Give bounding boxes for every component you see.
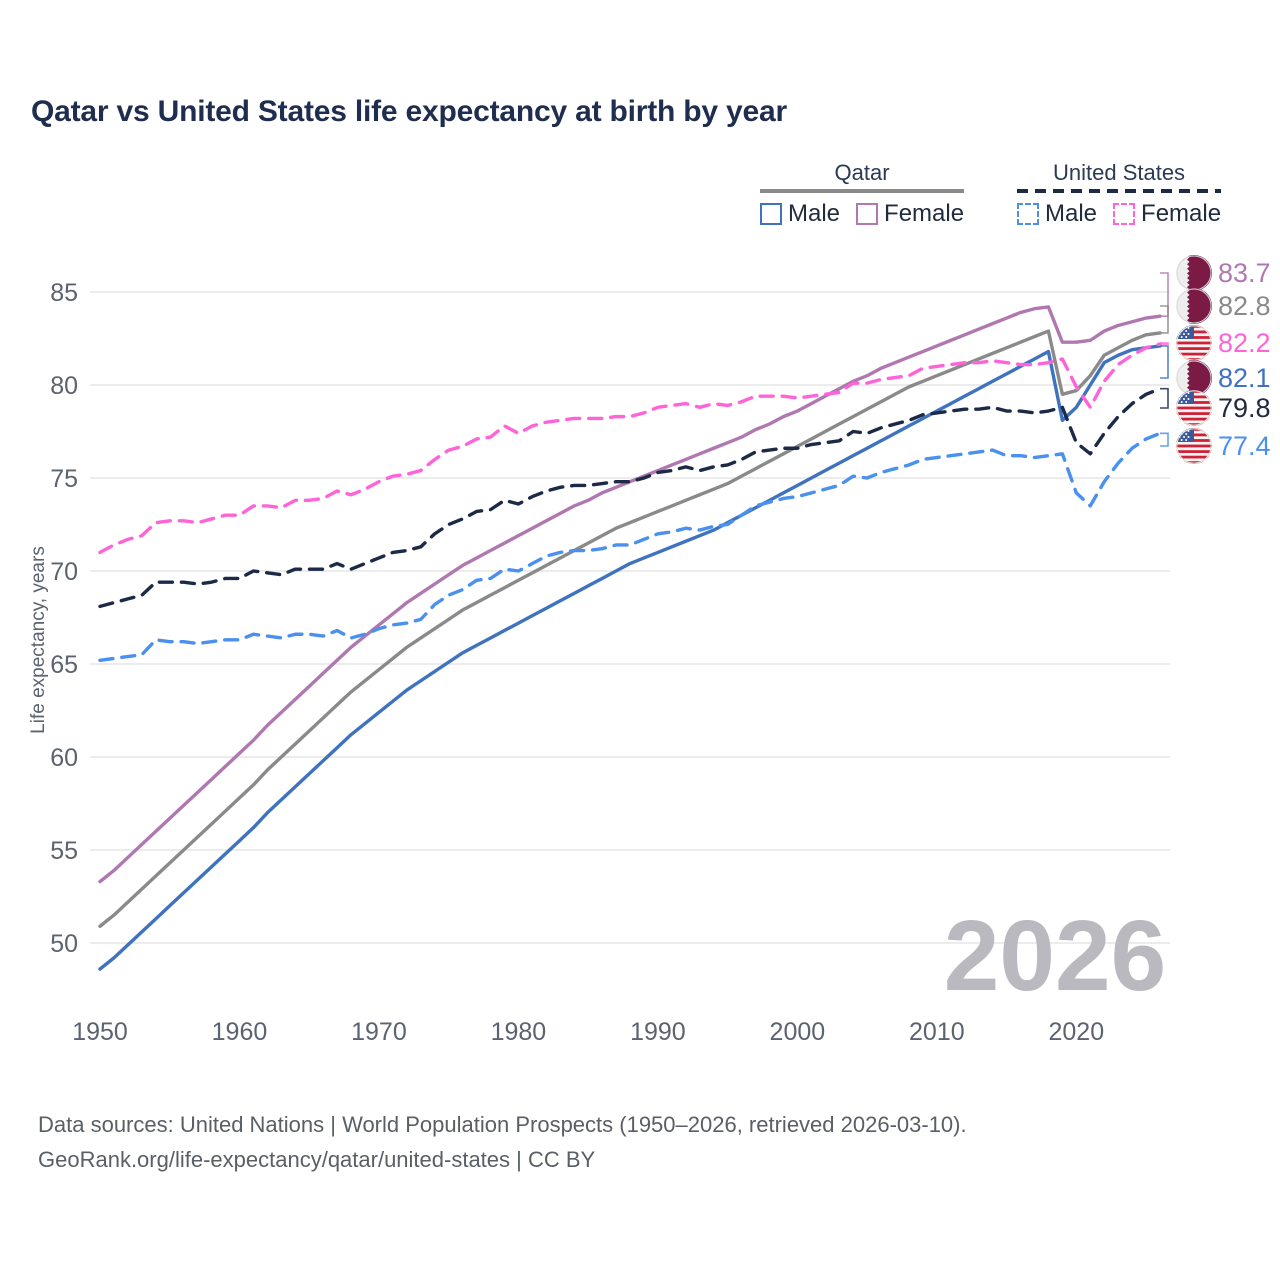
x-tick-label: 2020 <box>1049 1018 1105 1046</box>
end-label-value: 82.2 <box>1218 327 1271 358</box>
qatar-flag-icon <box>1176 288 1212 324</box>
end-label-connector <box>1160 387 1169 409</box>
square-outline-icon <box>760 203 782 225</box>
y-tick-label: 60 <box>50 744 78 772</box>
qatar-flag-icon <box>1176 288 1212 324</box>
chart-footer: Data sources: United Nations | World Pop… <box>38 1107 967 1177</box>
legend-item-qatar-male[interactable]: Male <box>760 200 840 228</box>
y-tick-label: 70 <box>50 558 78 586</box>
end-label: 77.4 <box>1176 428 1271 464</box>
legend-country-label-united-states: United States <box>1052 160 1186 185</box>
end-label-value: 77.4 <box>1218 430 1271 461</box>
series-line <box>98 305 1162 884</box>
legend-item-label: Male <box>1045 200 1098 227</box>
legend-item-label: Female <box>884 200 965 227</box>
dashed-square-outline-icon <box>1017 203 1039 225</box>
usa-flag-icon <box>1176 390 1212 426</box>
end-label-value: 82.8 <box>1218 290 1271 321</box>
end-label-connector <box>1160 345 1169 379</box>
series-line <box>98 344 1162 971</box>
qatar-flag-icon <box>1176 255 1212 291</box>
x-tick-label: 1970 <box>351 1018 407 1046</box>
legend-rule-qatar <box>760 189 965 193</box>
x-tick-label: 1990 <box>630 1018 686 1046</box>
legend-item-qatar-female[interactable]: Female <box>856 200 964 228</box>
end-label-connector <box>1160 342 1169 345</box>
end-label-connector <box>1160 432 1169 447</box>
qatar-flag-icon <box>1176 255 1212 291</box>
label-connectors <box>1160 272 1169 447</box>
legend-item-usa-female[interactable]: Female <box>1113 200 1221 228</box>
y-tick-label: 65 <box>50 651 78 679</box>
footer-data-sources: Data sources: United Nations | World Pop… <box>38 1112 967 1137</box>
x-tick-label: 2010 <box>909 1018 965 1046</box>
y-tick-label: 50 <box>50 930 78 958</box>
legend-group-united-states: United States Male Female <box>1017 160 1222 228</box>
end-label: 83.7 <box>1176 255 1271 291</box>
legend-item-usa-male[interactable]: Male <box>1017 200 1097 228</box>
series-lines <box>98 305 1162 971</box>
usa-flag-icon <box>1176 390 1212 426</box>
end-label-value: 83.7 <box>1218 257 1271 288</box>
usa-flag-icon <box>1176 428 1212 464</box>
usa-flag-icon <box>1176 428 1212 464</box>
series-line <box>98 387 1162 609</box>
series-line <box>98 342 1162 555</box>
y-tick-label: 85 <box>50 279 78 307</box>
end-label: 82.2 <box>1176 325 1271 361</box>
legend-rule-united-states <box>1017 189 1222 193</box>
square-outline-icon <box>856 203 879 225</box>
legend-item-label: Female <box>1141 200 1222 227</box>
y-tick-label: 75 <box>50 465 78 493</box>
series-line <box>98 329 1162 928</box>
end-label: 82.8 <box>1176 288 1271 324</box>
page-title: Qatar vs United States life expectancy a… <box>31 95 787 128</box>
end-label-connector <box>1160 272 1169 317</box>
legend-item-label: Male <box>788 200 841 227</box>
usa-flag-icon <box>1176 325 1212 361</box>
y-axis-title: Life expectancy, years <box>28 546 49 734</box>
y-tick-labels: 50 55 60 65 70 75 80 85 <box>50 279 78 958</box>
gridlines <box>90 291 1170 944</box>
x-tick-label: 1980 <box>491 1018 547 1046</box>
series-line <box>98 431 1162 662</box>
x-tick-label: 1950 <box>72 1018 128 1046</box>
qatar-flag-icon <box>1176 360 1212 396</box>
usa-flag-icon <box>1176 325 1212 361</box>
end-label: 79.8 <box>1176 390 1271 426</box>
x-tick-label: 2000 <box>770 1018 826 1046</box>
year-watermark: 2026 <box>944 900 1166 1012</box>
end-label-value: 82.1 <box>1218 362 1271 393</box>
legend-country-label-qatar: Qatar <box>834 160 890 185</box>
end-label-connector <box>1160 305 1169 334</box>
end-label-value: 79.8 <box>1218 392 1271 423</box>
legend-group-qatar: Qatar Male Female <box>760 160 965 228</box>
y-tick-label: 80 <box>50 372 78 400</box>
x-tick-label: 1960 <box>212 1018 268 1046</box>
end-label: 82.1 <box>1176 360 1271 396</box>
qatar-flag-icon <box>1176 360 1212 396</box>
dashed-square-outline-icon <box>1113 203 1136 225</box>
y-tick-label: 55 <box>50 837 78 865</box>
x-tick-labels: 1950 1960 1970 1980 1990 2000 2010 2020 <box>72 1018 1104 1046</box>
footer-attribution[interactable]: GeoRank.org/life-expectancy/qatar/united… <box>38 1147 596 1173</box>
chart-legend: Qatar Male Female United States Male <box>752 160 1252 240</box>
